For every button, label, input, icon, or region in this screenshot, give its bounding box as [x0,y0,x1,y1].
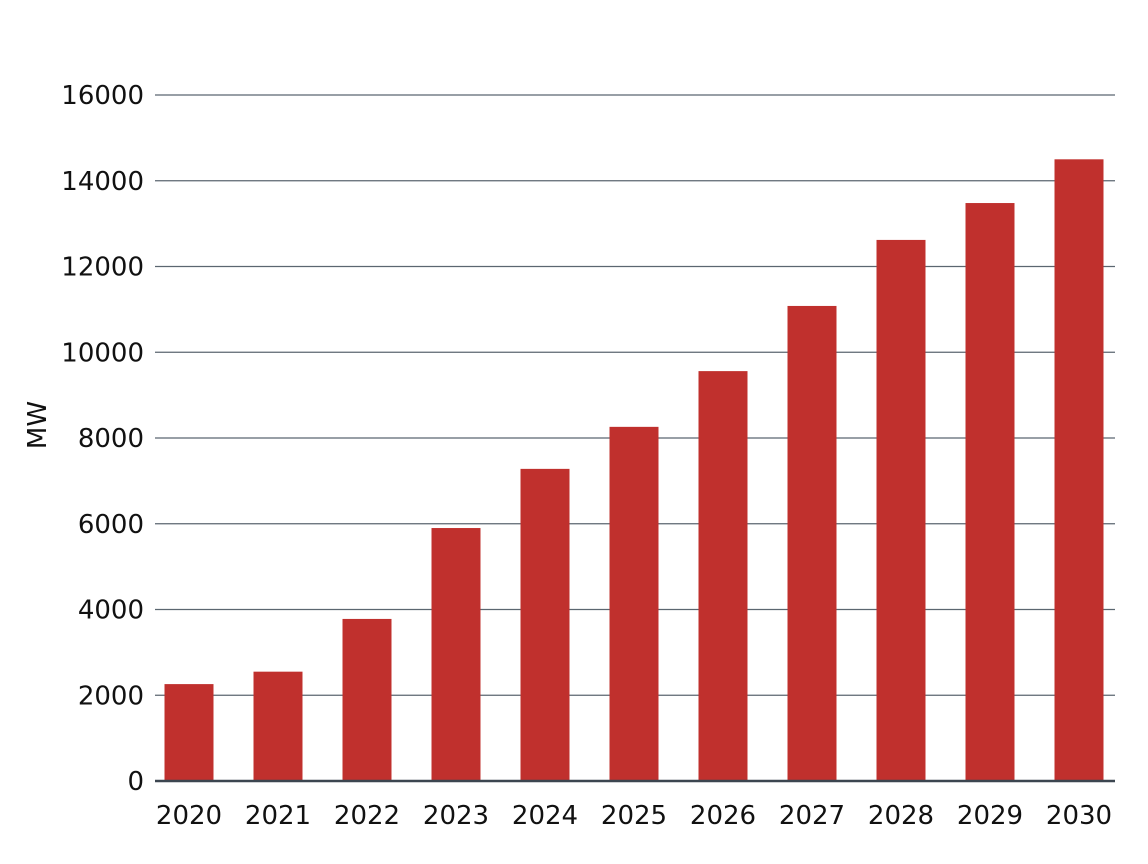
x-tick-label: 2030 [1046,801,1112,831]
y-tick-label: 2000 [78,681,144,711]
x-tick-label: 2023 [423,801,489,831]
y-tick-label: 4000 [78,596,144,626]
x-tick-label: 2029 [957,801,1023,831]
y-tick-label: 6000 [78,510,144,540]
bar-2024 [520,468,570,781]
y-tick-labels: 0 2000 4000 6000 8000 10000 12000 14000 16000 [61,81,144,797]
bar-2026 [698,371,748,781]
bar-2027 [787,305,837,781]
y-tick-label: 8000 [78,424,144,454]
x-tick-label: 2022 [334,801,400,831]
x-tick-label: 2020 [156,801,222,831]
x-tick-label: 2024 [512,801,578,831]
y-axis-title: MW [23,401,53,449]
x-tick-label: 2025 [601,801,667,831]
x-tick-label: 2027 [779,801,845,831]
bar-2023 [431,528,481,781]
x-tick-label: 2028 [868,801,934,831]
y-tick-label: 14000 [61,167,144,197]
bars [164,159,1104,782]
bar-2020 [164,684,214,781]
x-tick-label: 2021 [245,801,311,831]
bar-2030 [1054,159,1104,781]
bar-2021 [253,671,303,781]
y-tick-label: 10000 [61,338,144,368]
y-tick-label: 0 [127,767,144,797]
bar-2022 [342,618,392,781]
bar-2025 [609,426,659,781]
bar-2028 [876,239,926,782]
x-tick-label: 2026 [690,801,756,831]
y-tick-label: 12000 [61,253,144,283]
y-tick-label: 16000 [61,81,144,111]
x-tick-labels: 2020 2021 2022 2023 2024 2025 2026 2027 2028 2029… [156,801,1112,831]
bar-2029 [965,203,1015,782]
